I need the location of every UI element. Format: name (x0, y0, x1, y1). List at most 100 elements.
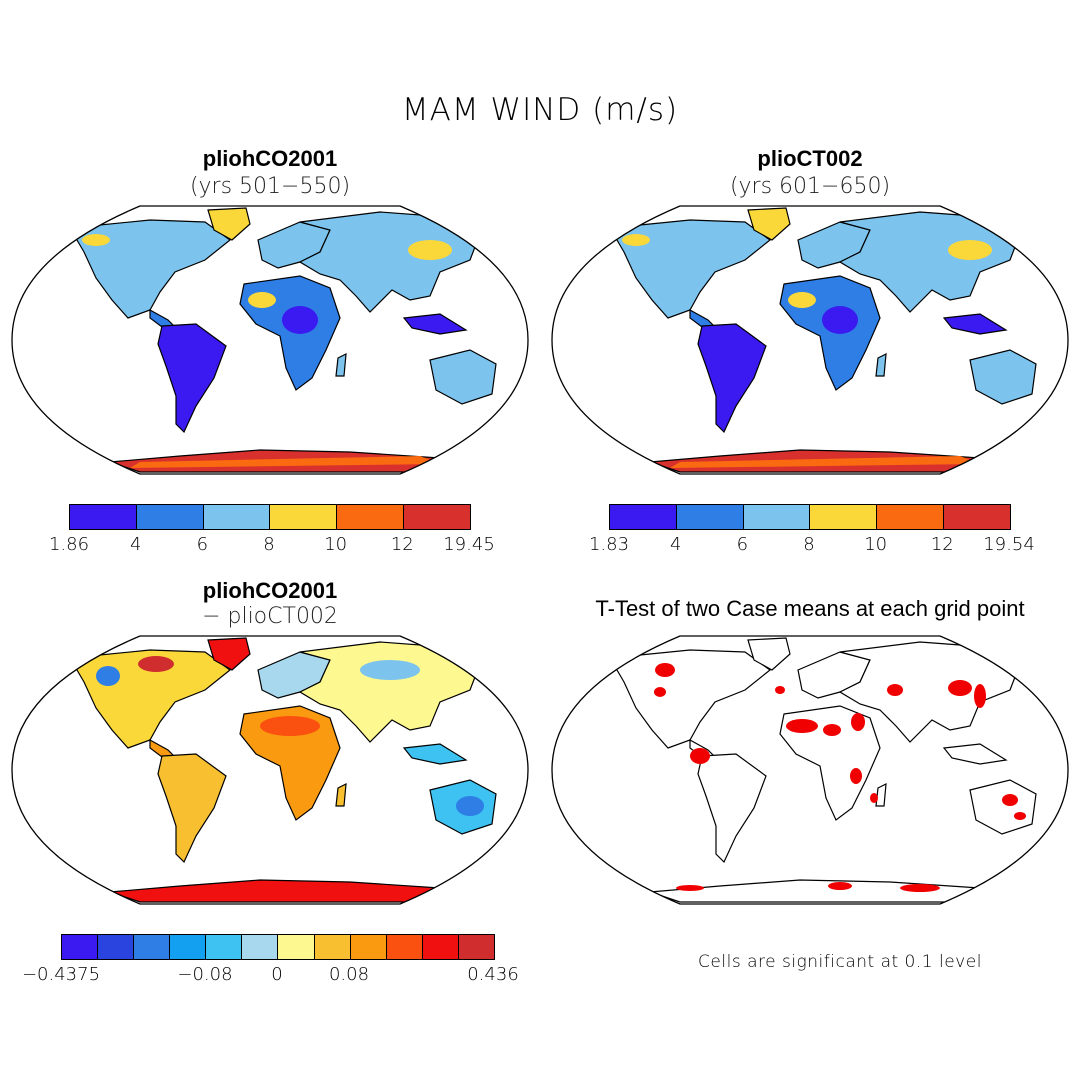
significant-cell (870, 793, 878, 803)
map-bottom-right (551, 635, 1069, 905)
continent-southAmerica (157, 323, 227, 434)
colorbar-swatch (314, 935, 351, 959)
figure-title: MAM WIND (m/s) (401, 92, 679, 128)
panel-subtitle-bottom-left: − plioCT002 (202, 604, 338, 629)
continent-indonesia (402, 743, 468, 765)
field-patch (456, 796, 484, 816)
significant-cell (786, 719, 818, 733)
significant-cell (1014, 812, 1026, 820)
continent-southAmerica (697, 323, 767, 434)
significant-cell (655, 663, 675, 677)
colorbar-tick-label: 4 (669, 534, 682, 555)
field-patch (408, 240, 452, 260)
continent-greenland (747, 207, 791, 241)
colorbar-tick-label: 4 (129, 534, 142, 555)
colorbar-tick-label: 19.54 (983, 534, 1035, 555)
colorbar-tick-label: 8 (263, 534, 275, 555)
continent-madagascar (335, 352, 347, 377)
continent-australia (969, 349, 1037, 405)
map-top-right (551, 205, 1069, 475)
field-patch (138, 656, 174, 672)
map-border (11, 205, 529, 475)
colorbar-swatch (134, 935, 171, 959)
panel-title-bottom-right: T-Test of two Case means at each grid po… (595, 596, 1025, 621)
colorbar-bottom-left-labels: −0.4375 −0.08 0 0.08 0.436 (22, 964, 519, 988)
colorbar-tick-label: 8 (803, 534, 815, 555)
field-patch (130, 456, 440, 468)
colorbar-swatch (136, 505, 204, 529)
colorbar-swatch (337, 505, 405, 529)
continent-indonesia (942, 743, 1008, 765)
continent-madagascar (875, 352, 887, 377)
significant-cell (823, 724, 841, 736)
colorbar-tick-label: 12 (930, 534, 954, 555)
continent-antarctica (109, 879, 442, 903)
colorbar-swatch (386, 935, 423, 959)
colorbar-swatch (877, 505, 945, 529)
colorbar-swatch (98, 935, 135, 959)
panel-title-bottom-left: pliohCO2001 (202, 578, 338, 603)
significance-note: Cells are significant at 0.1 level (698, 952, 982, 972)
colorbar-tick-label: 12 (390, 534, 414, 555)
colorbar-swatch (70, 505, 137, 529)
colorbar-bottom-left (61, 934, 495, 960)
continent-greenland (747, 637, 791, 671)
map-border (11, 635, 529, 905)
panel-subtitle-top-right: (yrs 601−650) (729, 174, 891, 199)
colorbar-swatch (743, 505, 811, 529)
colorbar-swatch (270, 505, 338, 529)
colorbar-top-left (69, 504, 471, 530)
colorbar-tick-label: 0.436 (467, 964, 519, 985)
significant-cell (974, 684, 986, 708)
field-patch (96, 666, 120, 686)
continent-southAmerica (697, 753, 767, 864)
map-top-left (11, 205, 529, 475)
continent-madagascar (335, 782, 347, 807)
colorbar-tick-label: −0.08 (177, 964, 233, 985)
continent-antarctica (649, 879, 982, 903)
significant-cell (900, 884, 940, 892)
colorbar-tick-label: −0.4375 (21, 964, 101, 985)
significant-cell (690, 748, 710, 764)
field-patch (248, 292, 276, 308)
colorbar-swatch (62, 935, 99, 959)
panel-title-top-left: pliohCO2001 (202, 146, 338, 171)
map-bottom-left (11, 635, 529, 905)
continent-greenland (207, 637, 251, 671)
continent-australia (969, 779, 1037, 835)
colorbar-tick-label: 6 (736, 534, 749, 555)
colorbar-swatch (676, 505, 744, 529)
colorbar-swatch (422, 935, 459, 959)
continent-northAmerica (609, 219, 771, 319)
map-border (551, 205, 1069, 475)
colorbar-swatch (458, 935, 494, 959)
field-patch (360, 660, 420, 680)
colorbar-swatch (810, 505, 878, 529)
field-patch (282, 306, 318, 334)
colorbar-swatch (203, 505, 271, 529)
colorbar-swatch (610, 505, 677, 529)
colorbar-swatch (944, 505, 1010, 529)
continent-southAmerica (157, 753, 227, 864)
significant-cell (1002, 794, 1018, 806)
panel-title-top-right: plioCT002 (757, 146, 863, 171)
colorbar-top-right (609, 504, 1011, 530)
colorbar-tick-label: 19.45 (443, 534, 495, 555)
field-patch (822, 306, 858, 334)
map-border (551, 635, 1069, 905)
significant-cell (654, 687, 666, 697)
colorbar-tick-label: 1.86 (48, 534, 90, 555)
colorbar-tick-label: 6 (196, 534, 209, 555)
continent-africa (779, 705, 881, 821)
significant-cell (850, 768, 862, 784)
colorbar-swatch (242, 935, 279, 959)
colorbar-tick-label: 1.83 (588, 534, 630, 555)
colorbar-swatch (170, 935, 207, 959)
colorbar-swatch (404, 505, 470, 529)
field-patch (670, 456, 980, 468)
significant-cell (828, 882, 852, 890)
colorbar-tick-label: 10 (864, 534, 888, 555)
continent-indonesia (402, 313, 468, 335)
panel-subtitle-top-left: (yrs 501−550) (189, 174, 351, 199)
continent-northAmerica (609, 649, 771, 749)
